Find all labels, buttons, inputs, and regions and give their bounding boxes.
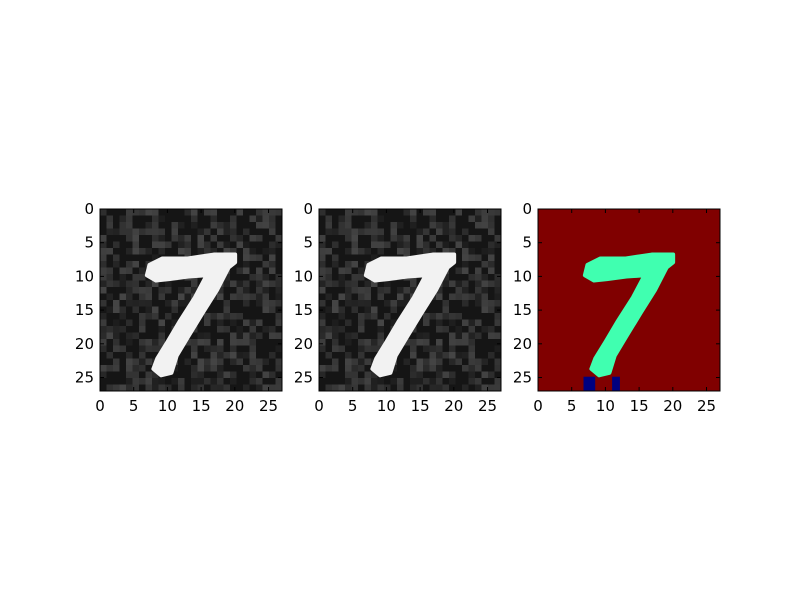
x-tick-label: 15: [630, 397, 649, 415]
digit-seven: [363, 252, 457, 378]
y-tick-label: 5: [522, 234, 532, 252]
digit-seven: [582, 252, 676, 378]
digit-seven: [144, 252, 238, 378]
y-tick-label: 25: [75, 369, 94, 387]
digit-stroke: [144, 252, 238, 378]
y-tick-label: 10: [294, 267, 313, 285]
digit-stroke: [363, 252, 457, 378]
x-tick-label: 25: [478, 397, 497, 415]
axes-frame: [537, 208, 721, 392]
low-value-region: [583, 376, 596, 391]
y-tick-label: 15: [513, 301, 532, 319]
y-tick-label: 20: [75, 335, 94, 353]
x-tick-label: 0: [314, 397, 324, 415]
image-content: [538, 209, 720, 391]
y-tick-label: 15: [75, 301, 94, 319]
y-tick-label: 0: [84, 200, 94, 218]
x-tick-label: 0: [533, 397, 543, 415]
x-tick-label: 10: [377, 397, 396, 415]
axes-frame: [99, 208, 283, 392]
image-content: [100, 209, 282, 391]
low-value-region: [612, 376, 620, 391]
y-tick-label: 25: [513, 369, 532, 387]
x-tick-label: 0: [95, 397, 105, 415]
x-tick-label: 20: [663, 397, 682, 415]
x-tick-label: 10: [158, 397, 177, 415]
y-tick-label: 0: [522, 200, 532, 218]
y-tick-label: 20: [294, 335, 313, 353]
x-tick-label: 15: [192, 397, 211, 415]
y-tick-label: 20: [513, 335, 532, 353]
x-tick-label: 25: [697, 397, 716, 415]
x-tick-label: 5: [129, 397, 139, 415]
y-tick-label: 5: [303, 234, 313, 252]
digit-stroke: [582, 252, 676, 378]
y-tick-label: 0: [303, 200, 313, 218]
noise: [100, 209, 282, 391]
x-tick-label: 5: [348, 397, 358, 415]
axes-frame: [318, 208, 502, 392]
x-tick-label: 10: [596, 397, 615, 415]
image-content: [319, 209, 501, 391]
x-tick-label: 5: [567, 397, 577, 415]
x-tick-label: 15: [411, 397, 430, 415]
y-tick-label: 10: [75, 267, 94, 285]
x-tick-label: 20: [225, 397, 244, 415]
y-tick-label: 10: [513, 267, 532, 285]
y-tick-label: 5: [84, 234, 94, 252]
x-tick-label: 25: [259, 397, 278, 415]
x-tick-label: 20: [444, 397, 463, 415]
y-tick-label: 15: [294, 301, 313, 319]
y-tick-label: 25: [294, 369, 313, 387]
